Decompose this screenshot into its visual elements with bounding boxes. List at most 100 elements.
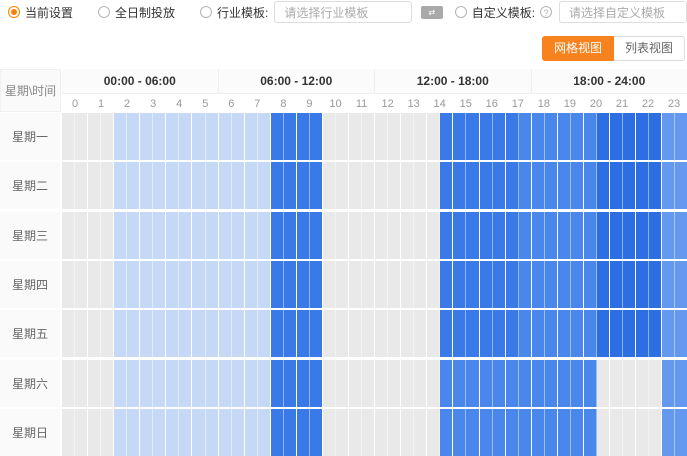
schedule-cell[interactable]: [153, 212, 166, 259]
schedule-cell[interactable]: [310, 212, 323, 259]
schedule-cell[interactable]: [232, 409, 245, 456]
schedule-cell[interactable]: [114, 360, 127, 407]
schedule-cell[interactable]: [571, 360, 584, 407]
schedule-cell[interactable]: [101, 360, 114, 407]
schedule-cell[interactable]: [519, 113, 532, 160]
schedule-cell[interactable]: [414, 212, 427, 259]
schedule-cell[interactable]: [453, 212, 466, 259]
schedule-cell[interactable]: [101, 261, 114, 308]
schedule-cell[interactable]: [127, 310, 140, 357]
schedule-cell[interactable]: [545, 310, 558, 357]
schedule-cell[interactable]: [597, 212, 610, 259]
schedule-cell[interactable]: [571, 409, 584, 456]
schedule-cell[interactable]: [532, 261, 545, 308]
schedule-cell[interactable]: [388, 360, 401, 407]
schedule-cell[interactable]: [493, 360, 506, 407]
schedule-cell[interactable]: [323, 409, 336, 456]
schedule-cell[interactable]: [636, 310, 649, 357]
schedule-cell[interactable]: [310, 261, 323, 308]
schedule-cell[interactable]: [192, 162, 205, 209]
schedule-cell[interactable]: [571, 113, 584, 160]
schedule-cell[interactable]: [153, 360, 166, 407]
schedule-cell[interactable]: [166, 212, 179, 259]
schedule-cell[interactable]: [232, 310, 245, 357]
schedule-cell[interactable]: [336, 162, 349, 209]
schedule-cell[interactable]: [75, 409, 88, 456]
schedule-cell[interactable]: [480, 113, 493, 160]
schedule-cell[interactable]: [323, 162, 336, 209]
schedule-cell[interactable]: [427, 310, 440, 357]
schedule-cell[interactable]: [127, 360, 140, 407]
schedule-cell[interactable]: [336, 113, 349, 160]
schedule-cell[interactable]: [245, 212, 258, 259]
schedule-cell[interactable]: [310, 360, 323, 407]
schedule-cell[interactable]: [349, 310, 362, 357]
schedule-cell[interactable]: [649, 261, 662, 308]
schedule-cell[interactable]: [245, 310, 258, 357]
schedule-cell[interactable]: [649, 162, 662, 209]
schedule-cell[interactable]: [466, 212, 479, 259]
grid-view-button[interactable]: 网格视图: [542, 36, 614, 61]
schedule-cell[interactable]: [362, 162, 375, 209]
schedule-cell[interactable]: [493, 310, 506, 357]
schedule-cell[interactable]: [558, 409, 571, 456]
schedule-cell[interactable]: [88, 261, 101, 308]
schedule-cell[interactable]: [636, 360, 649, 407]
schedule-cell[interactable]: [466, 409, 479, 456]
schedule-cell[interactable]: [453, 261, 466, 308]
schedule-cell[interactable]: [271, 409, 284, 456]
schedule-cell[interactable]: [127, 113, 140, 160]
schedule-cell[interactable]: [453, 113, 466, 160]
schedule-cell[interactable]: [597, 310, 610, 357]
schedule-cell[interactable]: [166, 162, 179, 209]
schedule-cell[interactable]: [258, 310, 271, 357]
schedule-cell[interactable]: [258, 409, 271, 456]
schedule-cell[interactable]: [75, 261, 88, 308]
schedule-cell[interactable]: [662, 162, 675, 209]
schedule-cell[interactable]: [153, 261, 166, 308]
schedule-cell[interactable]: [140, 212, 153, 259]
schedule-cell[interactable]: [401, 261, 414, 308]
schedule-cell[interactable]: [62, 212, 75, 259]
schedule-cell[interactable]: [623, 113, 636, 160]
schedule-cell[interactable]: [636, 261, 649, 308]
schedule-cell[interactable]: [375, 162, 388, 209]
schedule-cell[interactable]: [662, 310, 675, 357]
schedule-cell[interactable]: [480, 162, 493, 209]
schedule-cell[interactable]: [493, 212, 506, 259]
schedule-cell[interactable]: [519, 409, 532, 456]
schedule-cell[interactable]: [192, 261, 205, 308]
schedule-cell[interactable]: [114, 409, 127, 456]
schedule-cell[interactable]: [401, 409, 414, 456]
schedule-cell[interactable]: [519, 261, 532, 308]
schedule-cell[interactable]: [532, 162, 545, 209]
schedule-cell[interactable]: [297, 360, 310, 407]
schedule-cell[interactable]: [62, 409, 75, 456]
schedule-cell[interactable]: [506, 360, 519, 407]
schedule-cell[interactable]: [584, 113, 597, 160]
schedule-cell[interactable]: [310, 113, 323, 160]
schedule-cell[interactable]: [571, 162, 584, 209]
schedule-cell[interactable]: [75, 212, 88, 259]
schedule-cell[interactable]: [88, 310, 101, 357]
schedule-cell[interactable]: [114, 310, 127, 357]
schedule-cell[interactable]: [232, 162, 245, 209]
schedule-cell[interactable]: [232, 261, 245, 308]
schedule-cell[interactable]: [466, 113, 479, 160]
schedule-cell[interactable]: [349, 360, 362, 407]
schedule-cell[interactable]: [584, 409, 597, 456]
schedule-cell[interactable]: [310, 310, 323, 357]
schedule-cell[interactable]: [245, 162, 258, 209]
schedule-cell[interactable]: [597, 113, 610, 160]
schedule-cell[interactable]: [75, 113, 88, 160]
schedule-cell[interactable]: [179, 113, 192, 160]
schedule-cell[interactable]: [271, 113, 284, 160]
schedule-cell[interactable]: [649, 310, 662, 357]
schedule-cell[interactable]: [597, 261, 610, 308]
schedule-cell[interactable]: [284, 409, 297, 456]
schedule-cell[interactable]: [584, 261, 597, 308]
schedule-cell[interactable]: [258, 162, 271, 209]
schedule-cell[interactable]: [649, 113, 662, 160]
schedule-cell[interactable]: [219, 113, 232, 160]
schedule-cell[interactable]: [88, 212, 101, 259]
